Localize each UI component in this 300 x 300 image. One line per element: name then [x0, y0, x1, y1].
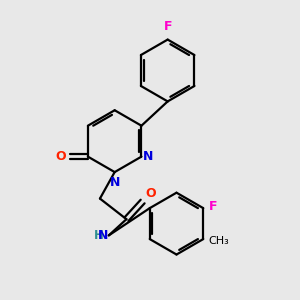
- Text: O: O: [146, 187, 156, 200]
- Text: F: F: [164, 20, 172, 33]
- Text: F: F: [208, 200, 217, 213]
- Text: N: N: [98, 229, 108, 242]
- Text: O: O: [55, 150, 66, 163]
- Text: CH₃: CH₃: [208, 236, 229, 245]
- Text: N: N: [143, 150, 153, 163]
- Text: N: N: [110, 176, 120, 189]
- Text: H: H: [94, 229, 103, 242]
